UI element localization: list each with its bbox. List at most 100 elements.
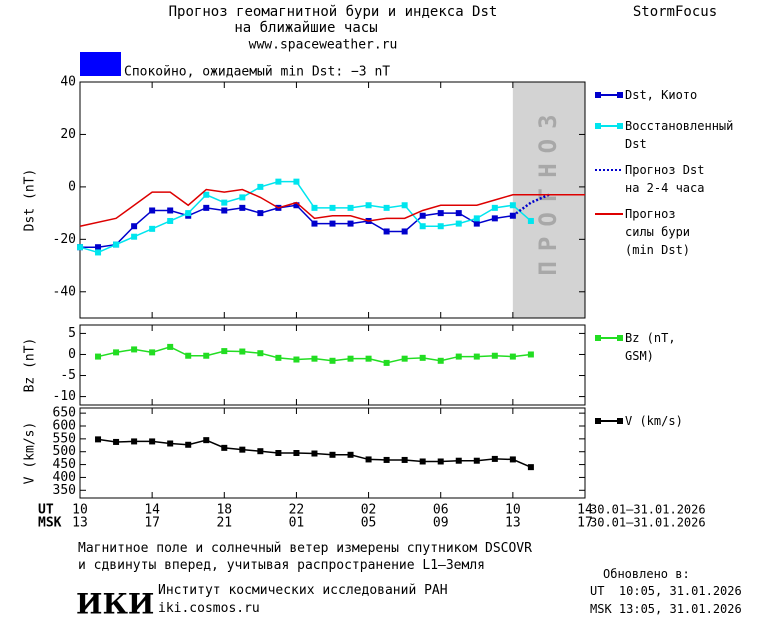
data-point — [491, 204, 498, 211]
status-swatch — [80, 52, 121, 76]
data-point — [275, 178, 282, 185]
data-point — [131, 223, 138, 230]
legend-label: Прогноз Dst на 2-4 часа — [625, 163, 705, 195]
data-point — [185, 441, 192, 448]
data-point — [293, 202, 300, 209]
data-point — [95, 436, 102, 443]
data-point — [113, 438, 120, 445]
data-point — [167, 440, 174, 447]
legend-entry: Dst, Киото — [593, 86, 707, 109]
data-point — [149, 438, 156, 445]
data-point — [257, 448, 264, 455]
data-point — [221, 207, 228, 214]
y-tick-label: 0 — [68, 179, 76, 194]
legend-swatch — [593, 205, 625, 228]
site: iki.cosmos.ru — [158, 601, 260, 616]
legend-marker — [617, 418, 623, 424]
data-point — [149, 349, 156, 356]
data-point — [509, 353, 516, 360]
data-point — [257, 210, 264, 217]
legend-marker — [617, 335, 623, 341]
url: www.spaceweather.ru — [249, 38, 398, 53]
legend-entry: V (km/s) — [593, 412, 707, 435]
legend-swatch — [593, 412, 625, 435]
data-point — [437, 223, 444, 230]
y-tick-label: 0 — [68, 347, 76, 362]
series-line — [80, 204, 513, 248]
data-point — [203, 352, 210, 359]
data-point — [77, 244, 83, 251]
data-point — [491, 352, 498, 359]
forecast-zone — [512, 82, 585, 318]
data-point — [95, 353, 102, 360]
legend-label: Восстановленный Dst — [625, 119, 734, 151]
y-tick-label: 40 — [60, 75, 76, 90]
legend-icon — [595, 335, 623, 341]
data-point — [527, 351, 534, 358]
legend-swatch — [593, 161, 625, 184]
logo: ИКИ — [76, 588, 154, 620]
panel-frame — [79, 81, 586, 319]
data-point — [419, 212, 426, 219]
x-tick-label: 17 — [144, 516, 160, 531]
y-axis-label: V (km/s) — [23, 422, 38, 485]
data-point — [383, 359, 390, 366]
x-tick-label: 10 — [505, 503, 521, 518]
footer-note: Магнитное поле и солнечный ветер измерен… — [78, 541, 532, 556]
x-tick-label: 13 — [72, 516, 88, 531]
brand: StormFocus — [633, 4, 717, 20]
x-tick-label: 09 — [433, 516, 449, 531]
legend-swatch — [593, 329, 625, 352]
data-point — [527, 217, 534, 224]
x-tick-label: 10 — [72, 503, 88, 518]
data-point — [167, 207, 174, 214]
y-tick-label: 20 — [60, 127, 76, 142]
data-point — [293, 450, 300, 456]
y-tick-label: 650 — [53, 406, 76, 421]
data-point — [311, 204, 318, 211]
data-point — [347, 220, 354, 227]
data-point — [437, 210, 444, 217]
data-point — [311, 355, 318, 362]
data-point — [257, 350, 264, 357]
x-tick-label: 14 — [144, 503, 160, 518]
y-tick-label: 500 — [53, 444, 76, 459]
data-point — [437, 357, 444, 364]
data-point — [509, 202, 516, 209]
data-point — [239, 204, 246, 211]
data-point — [437, 458, 444, 465]
data-point — [455, 220, 462, 227]
data-point — [365, 202, 372, 209]
data-point — [401, 202, 408, 209]
data-point — [311, 450, 318, 457]
legend-swatch — [593, 86, 625, 109]
legend-marker — [617, 123, 623, 129]
data-point — [185, 210, 192, 217]
legend-icon — [595, 92, 623, 98]
legend-label: V (km/s) — [625, 414, 683, 428]
data-point — [365, 456, 372, 463]
x-tick-label: 01 — [289, 516, 305, 531]
x-tick-label: 13 — [505, 516, 521, 531]
legend: Dst, Киото Восстановленный Dst Прогноз Dst… — [593, 86, 734, 267]
data-point — [455, 457, 462, 464]
x-tick-label: 06 — [433, 503, 449, 518]
data-point — [473, 220, 480, 227]
legend-entry: Bz (nT, GSM) — [593, 329, 707, 365]
x-row-label: MSK — [38, 516, 62, 531]
data-point — [95, 249, 102, 256]
data-point — [383, 204, 390, 211]
data-point — [203, 191, 210, 198]
data-point — [311, 220, 318, 227]
data-point — [383, 456, 390, 463]
y-tick-label: -5 — [60, 368, 76, 383]
data-point — [239, 348, 246, 355]
data-point — [347, 204, 354, 211]
legend-icon — [595, 213, 623, 215]
subtitle: на ближайшие часы — [234, 20, 377, 36]
data-point — [221, 444, 228, 451]
data-point — [257, 183, 264, 190]
data-point — [95, 244, 102, 251]
forecast-label: ПРОГНОЗ — [534, 104, 562, 275]
